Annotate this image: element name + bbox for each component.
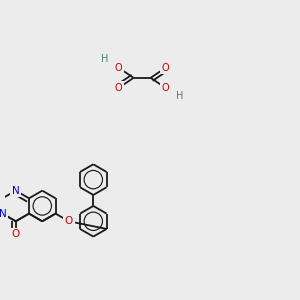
Text: H: H xyxy=(176,92,183,101)
Text: N: N xyxy=(0,208,6,219)
Text: O: O xyxy=(12,229,20,239)
Text: N: N xyxy=(12,186,20,196)
Text: H: H xyxy=(101,54,108,64)
Text: O: O xyxy=(115,63,123,73)
Text: O: O xyxy=(162,63,169,73)
Text: O: O xyxy=(65,216,73,226)
Text: O: O xyxy=(162,83,169,93)
Text: O: O xyxy=(115,83,123,93)
